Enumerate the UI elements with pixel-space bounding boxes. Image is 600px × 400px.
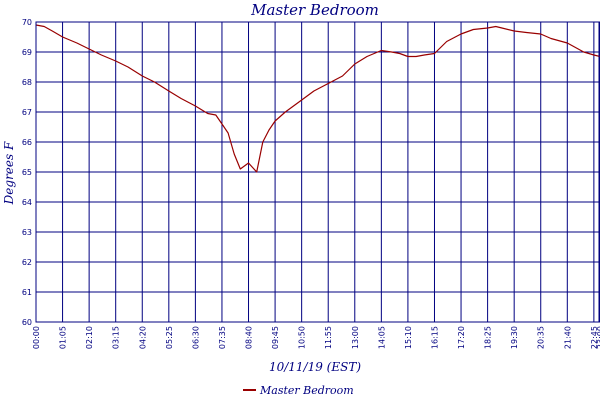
x-tick-label: 06:30 bbox=[191, 326, 200, 349]
x-tick-label: 10:50 bbox=[298, 326, 307, 349]
y-tick-label: 70 bbox=[22, 18, 32, 27]
x-tick-label: 17:20 bbox=[457, 326, 466, 349]
x-tick-label: 23:00 bbox=[596, 326, 600, 349]
x-tick-label: 16:15 bbox=[430, 326, 439, 349]
y-tick-label: 61 bbox=[22, 288, 32, 297]
x-tick-label: 04:20 bbox=[138, 326, 147, 349]
grid bbox=[35, 21, 600, 323]
y-tick-label: 65 bbox=[22, 168, 32, 177]
x-tick-label: 03:15 bbox=[112, 326, 121, 349]
x-tick-label: 14:05 bbox=[377, 326, 386, 349]
x-axis-title: 10/11/19 (EST) bbox=[269, 360, 361, 374]
y-tick-label: 63 bbox=[22, 228, 32, 237]
series-layer bbox=[35, 24, 600, 173]
y-tick-label: 66 bbox=[22, 138, 32, 147]
x-tick-label: 15:10 bbox=[404, 326, 413, 349]
y-tick-label: 67 bbox=[22, 108, 32, 117]
y-tick-label: 62 bbox=[22, 258, 32, 267]
x-tick-label: 01:05 bbox=[59, 326, 68, 349]
x-tick-labels: 00:00 01:05 02:10 03:15 04:20 05:25 06:30 07:35… bbox=[32, 326, 600, 349]
legend-label: Master Bedroom bbox=[259, 384, 354, 397]
x-tick-label: 21:40 bbox=[563, 326, 572, 349]
x-tick-label: 18:25 bbox=[484, 326, 493, 349]
x-tick-label: 00:00 bbox=[32, 326, 41, 349]
y-tick-label: 69 bbox=[22, 48, 32, 57]
y-tick-label: 68 bbox=[22, 78, 32, 87]
x-tick-label: 05:25 bbox=[165, 326, 174, 349]
x-tick-label: 13:00 bbox=[351, 326, 360, 349]
x-tick-label: 19:30 bbox=[510, 326, 519, 349]
x-tick-label: 22:45 bbox=[590, 326, 599, 349]
chart-title: Master Bedroom bbox=[250, 1, 379, 19]
y-tick-label: 64 bbox=[22, 198, 32, 207]
y-tick-label: 60 bbox=[22, 318, 32, 327]
y-tick-labels: 60 61 62 63 64 65 66 67 68 69 70 bbox=[22, 18, 32, 327]
plot-border bbox=[35, 21, 600, 323]
x-tick-label: 11:55 bbox=[324, 326, 333, 349]
y-axis-title: Degrees F bbox=[2, 141, 16, 205]
x-tick-label: 07:35 bbox=[218, 326, 227, 349]
x-tick-label: 09:45 bbox=[271, 326, 280, 349]
x-tick-label: 02:10 bbox=[85, 326, 94, 349]
x-tick-label: 08:40 bbox=[245, 326, 254, 349]
series-line-master-bedroom bbox=[35, 24, 600, 173]
legend: Master Bedroom bbox=[243, 384, 354, 397]
x-tick-label: 20:35 bbox=[537, 326, 546, 349]
